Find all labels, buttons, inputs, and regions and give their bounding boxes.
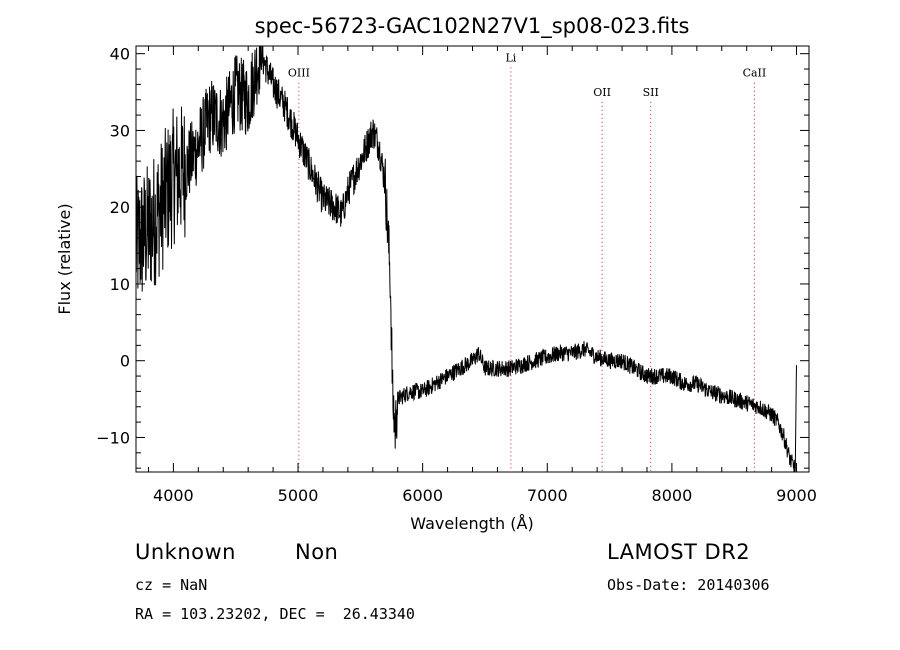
x-tick-label: 6000 — [402, 486, 443, 505]
x-axis-ticks: 4000 5000 6000 7000 8000 9000 — [147, 46, 817, 505]
x-tick-label: 4000 — [153, 486, 194, 505]
marker-label-sii: SII — [643, 86, 659, 99]
spectrum-line — [135, 45, 797, 473]
marker-label-oiii: OIII — [288, 67, 310, 80]
marker-label-caii: CaII — [743, 67, 767, 80]
y-tick-label: 30 — [110, 121, 130, 140]
marker-label-oii: OII — [593, 86, 611, 99]
y-axis-label: Flux (relative) — [55, 203, 74, 314]
x-tick-label: 5000 — [278, 486, 319, 505]
y-tick-label: −10 — [96, 428, 130, 447]
y-axis-ticks: −10 0 10 20 30 40 — [96, 45, 809, 469]
object-subclass: Non — [295, 540, 339, 564]
coordinates: RA = 103.23202, DEC = 26.43340 — [135, 605, 415, 623]
y-tick-label: 10 — [110, 275, 130, 294]
x-tick-label: 7000 — [527, 486, 568, 505]
x-tick-label: 9000 — [776, 486, 817, 505]
redshift-value: cz = NaN — [135, 576, 208, 594]
observation-date: Obs-Date: 20140306 — [607, 576, 770, 594]
chart-title: spec-56723-GAC102N27V1_sp08-023.fits — [255, 14, 690, 39]
emission-markers: OIII Li OII SII CaII — [288, 51, 766, 472]
plot-frame — [135, 45, 810, 473]
marker-label-li: Li — [505, 51, 516, 64]
survey-name: LAMOST DR2 — [607, 540, 751, 564]
y-tick-label: 20 — [110, 198, 130, 217]
object-class: Unknown — [135, 540, 236, 564]
y-tick-label: 40 — [110, 45, 130, 64]
y-tick-label: 0 — [120, 352, 130, 371]
x-tick-label: 8000 — [652, 486, 693, 505]
x-axis-label: Wavelength (Å) — [410, 514, 533, 533]
